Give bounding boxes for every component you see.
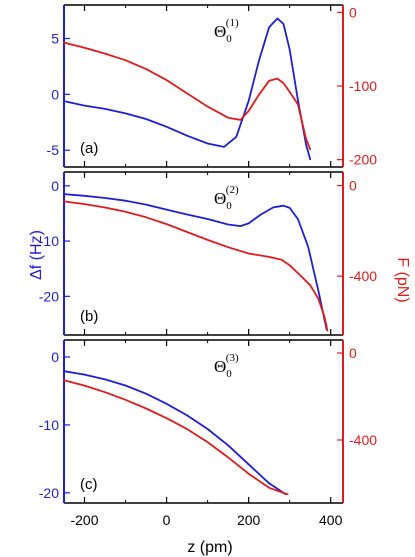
left-tick-label: 0 xyxy=(51,86,59,102)
force-series-line xyxy=(63,379,289,496)
theta-superscript: (1) xyxy=(226,17,239,29)
panel-label: (b) xyxy=(80,308,98,325)
panel-label: (a) xyxy=(80,140,98,157)
theta-subscript: 0 xyxy=(226,368,232,380)
left-tick-label: 5 xyxy=(51,31,59,47)
panel-1: -5 0 5 0 -100 -200 (a) Θ0(1) xyxy=(47,4,377,168)
df-series-line xyxy=(63,17,312,161)
right-tick-label: -400 xyxy=(349,268,377,284)
theta-superscript: (2) xyxy=(226,184,239,196)
x-axis-label: z (pm) xyxy=(187,539,232,556)
left-tick-label: 0 xyxy=(51,349,59,365)
df-series-line xyxy=(63,193,328,331)
right-tick-label: -400 xyxy=(349,432,377,448)
panel-label: (c) xyxy=(80,476,98,493)
left-tick-label: -20 xyxy=(39,288,59,304)
theta-annotation: Θ0(1) xyxy=(214,17,239,45)
x-tick-label: -200 xyxy=(70,512,98,528)
panel-3: 0-10-200-400(c)Θ0(3)-200 0 200 400 xyxy=(39,339,377,528)
right-y-axis-label: F (pN) xyxy=(394,257,411,302)
right-tick-label: 0 xyxy=(349,4,357,20)
x-tick-label: 200 xyxy=(237,512,261,528)
theta-superscript: (3) xyxy=(226,352,239,364)
df-series-line xyxy=(63,370,287,496)
theta-subscript: 0 xyxy=(226,200,232,212)
right-tick-label: -100 xyxy=(349,78,377,94)
right-tick-label: -200 xyxy=(349,152,377,168)
left-tick-label: -10 xyxy=(39,417,59,433)
left-tick-label: -20 xyxy=(39,485,59,501)
panel-2: 0 -10 -20 0 -400 (b) Θ0(2) xyxy=(39,171,377,336)
force-series-line xyxy=(63,200,329,332)
x-tick-label: 0 xyxy=(163,512,171,528)
left-tick-label: -5 xyxy=(47,142,60,158)
left-tick-label: 0 xyxy=(51,178,59,194)
theta-annotation: Θ0(3) xyxy=(214,352,239,380)
right-tick-label: 0 xyxy=(349,345,357,361)
left-tick-label: -10 xyxy=(39,233,59,249)
right-tick-label: 0 xyxy=(349,178,357,194)
theta-annotation: Θ0(2) xyxy=(214,184,239,212)
theta-subscript: 0 xyxy=(226,33,232,45)
x-tick-label: 400 xyxy=(319,512,343,528)
force-series-line xyxy=(63,41,312,151)
left-y-axis-label: Δf (Hz) xyxy=(28,230,45,280)
